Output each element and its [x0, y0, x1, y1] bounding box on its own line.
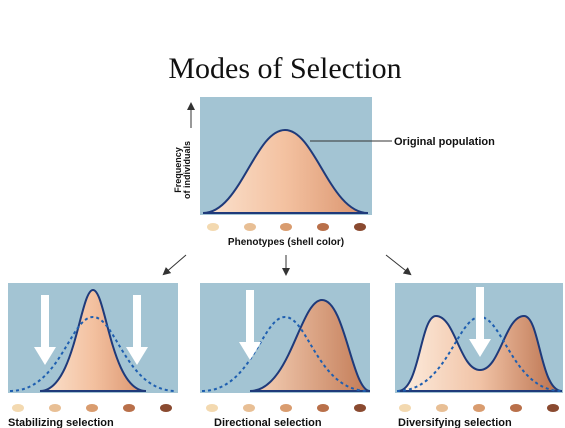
- selection-arrow: [469, 287, 491, 357]
- curve: [249, 298, 371, 392]
- original-curve: [9, 315, 177, 392]
- original-curve: [201, 315, 369, 392]
- panel-label: Diversifying selection: [398, 417, 512, 428]
- curve: [39, 288, 147, 392]
- panel-label: Directional selection: [214, 417, 322, 428]
- x-label: Phenotypes (shell color): [228, 237, 344, 248]
- panel-label: Stabilizing selection: [8, 417, 114, 428]
- curve-label: Original population: [394, 136, 495, 148]
- selection-arrow: [239, 290, 261, 360]
- curve: [397, 314, 563, 392]
- snails: [12, 404, 559, 412]
- snails: [207, 223, 366, 231]
- curve: [202, 128, 369, 214]
- arrow: [162, 254, 187, 276]
- selection-arrow: [34, 295, 56, 365]
- title: Modes of Selection: [168, 52, 401, 85]
- y-label-2: of individuals: [182, 141, 192, 199]
- arrow: [385, 254, 412, 276]
- y-label-1: Frequency: [173, 147, 183, 193]
- y-label: Frequency of individuals: [173, 141, 192, 199]
- selection-arrow: [126, 295, 148, 365]
